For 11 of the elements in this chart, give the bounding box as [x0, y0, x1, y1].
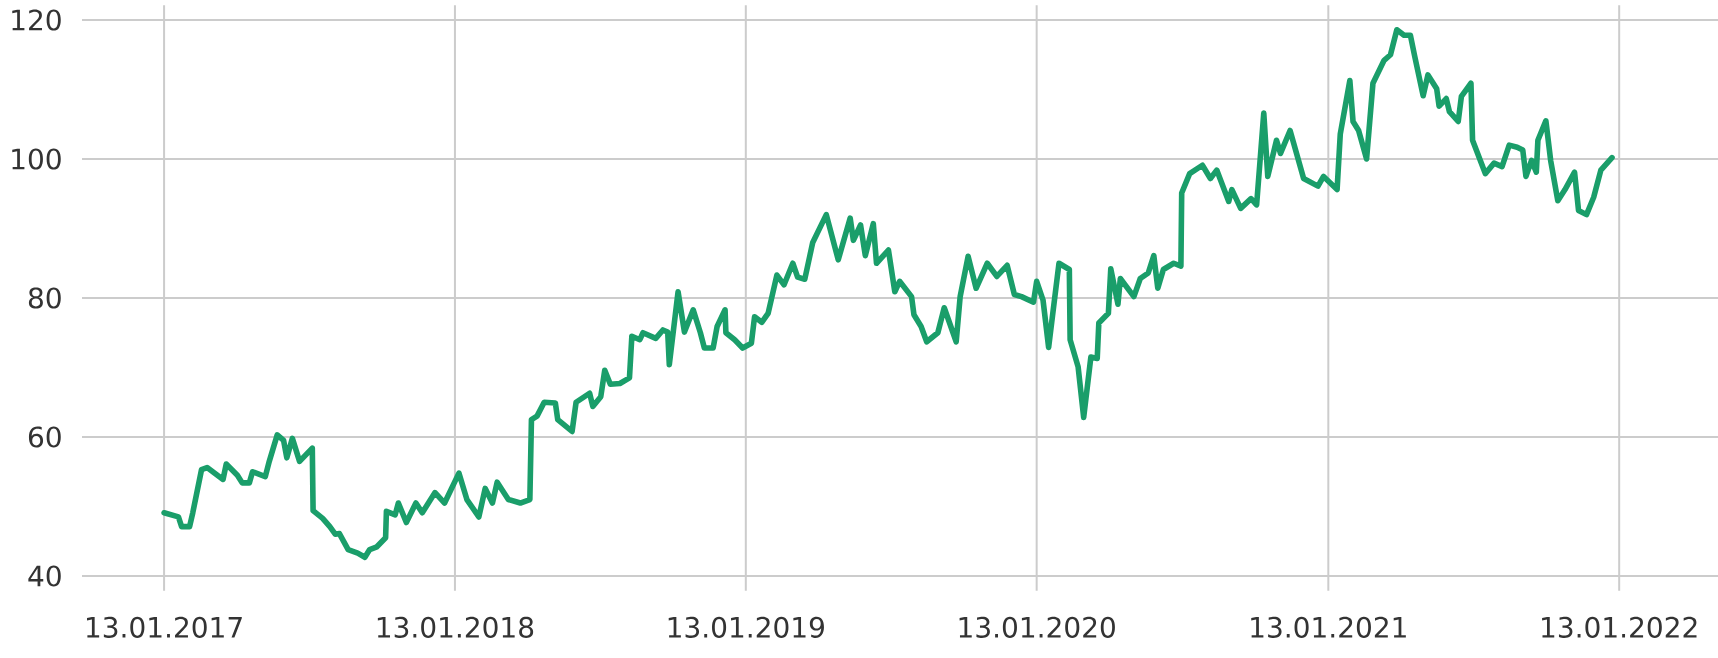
y-tick-label: 120 [12, 9, 61, 31]
x-tick-label: 13.01.2020 [959, 616, 1115, 638]
x-tick-label: 13.01.2022 [1542, 616, 1697, 638]
x-tick-label: 13.01.2021 [1251, 616, 1406, 638]
x-tick-label: 13.01.2017 [87, 616, 242, 638]
x-tick-label: 13.01.2018 [377, 616, 534, 638]
x-tick-label: 13.01.2019 [668, 616, 824, 638]
y-tick-label: 80 [28, 287, 61, 309]
y-tick-label: 60 [28, 426, 61, 448]
y-tick-label: 100 [12, 148, 61, 170]
y-tick-label: 40 [28, 565, 61, 587]
